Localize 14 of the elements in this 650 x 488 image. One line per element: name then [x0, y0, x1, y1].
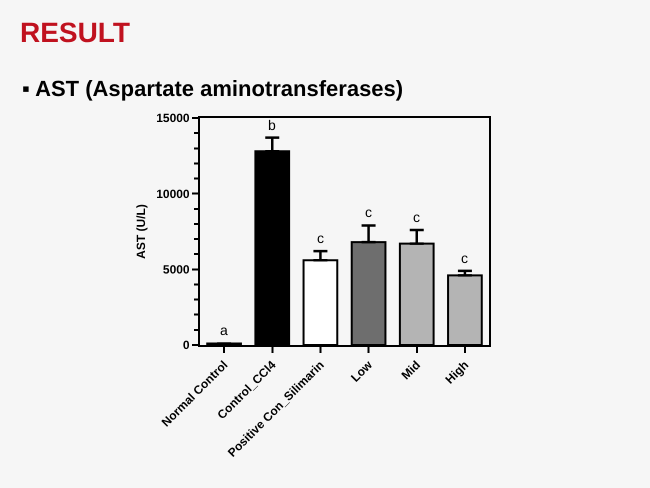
x-tick-label: Mid: [398, 358, 424, 382]
annotation: b: [268, 117, 276, 133]
annotation: c: [365, 204, 372, 220]
chart-title: RESULT: [20, 16, 130, 48]
y-tick-label: 0: [182, 338, 190, 352]
annotation: c: [461, 250, 468, 266]
y-tick-label: 10000: [156, 186, 190, 201]
annotation: c: [413, 209, 420, 225]
annotation: c: [317, 230, 324, 246]
chart-subtitle: ▪ AST (Aspartate aminotransferases): [22, 76, 404, 101]
y-tick-label: 5000: [162, 262, 190, 277]
y-axis-title: AST (U/L): [134, 204, 148, 259]
y-tick-label: 15000: [156, 111, 190, 126]
annotation: a: [220, 322, 228, 338]
